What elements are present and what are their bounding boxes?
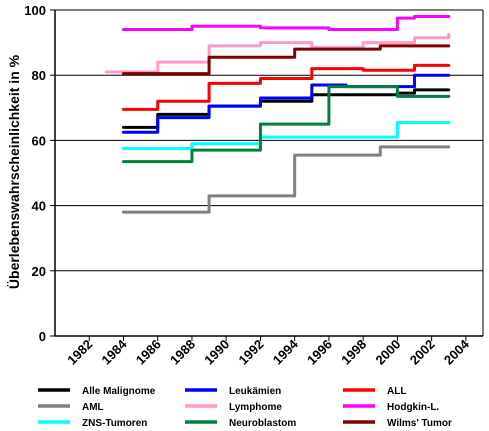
legend: Alle Malignome Leukämien ALL AML Lymphome Hod… <box>38 386 452 429</box>
series-line-4 <box>104 32 451 74</box>
x-tick-label-1996: 1996 <box>304 337 335 368</box>
x-tick-label-1982: 1982 <box>64 337 95 368</box>
legend-label-1: Leukämien <box>229 386 281 397</box>
y-tick-label-40: 40 <box>32 199 46 214</box>
y-axis-ticks: 0 20 40 60 80 100 <box>24 3 55 344</box>
x-tick-label-1994: 1994 <box>270 336 302 368</box>
series-line-5 <box>121 15 451 32</box>
legend-label-8: Wilms' Tumor <box>387 418 452 429</box>
legend-label-2: ALL <box>387 386 406 397</box>
series-line-8 <box>121 44 451 76</box>
legend-label-5: Hodgkin-L. <box>387 402 439 413</box>
legend-label-6: ZNS-Tumoren <box>82 418 147 429</box>
y-tick-label-100: 100 <box>24 3 46 18</box>
legend-label-3: AML <box>82 402 104 413</box>
x-axis-ticks: 1982 1984 1986 1988 1990 1992 1994 1996 1998 2000… <box>64 336 472 368</box>
x-tick-label-2002: 2002 <box>407 337 438 368</box>
x-tick-label-1992: 1992 <box>236 337 267 368</box>
x-tick-label-1984: 1984 <box>99 336 131 368</box>
y-tick-label-0: 0 <box>39 329 46 344</box>
series-line-6 <box>121 120 451 151</box>
series-line-7 <box>121 85 451 164</box>
series-line-3 <box>121 145 451 214</box>
y-axis-label: Überlebenswahrscheinlichkeit in % <box>6 54 22 289</box>
x-tick-label-1988: 1988 <box>167 337 198 368</box>
series-line-2 <box>121 63 451 111</box>
y-tick-label-60: 60 <box>32 133 46 148</box>
plot-area <box>54 10 484 337</box>
x-tick-label-1998: 1998 <box>338 337 369 368</box>
x-tick-label-1986: 1986 <box>133 337 164 368</box>
gridlines <box>55 9 483 337</box>
legend-label-7: Neuroblastom <box>229 418 296 429</box>
legend-label-4: Lymphome <box>229 402 282 413</box>
x-tick-label-1990: 1990 <box>201 337 232 368</box>
y-tick-label-20: 20 <box>32 264 46 279</box>
x-tick-label-2004: 2004 <box>441 336 473 368</box>
legend-label-0: Alle Malignome <box>82 386 156 397</box>
series-lines <box>104 15 451 214</box>
y-tick-label-80: 80 <box>32 68 46 83</box>
x-tick-label-2000: 2000 <box>372 337 403 368</box>
